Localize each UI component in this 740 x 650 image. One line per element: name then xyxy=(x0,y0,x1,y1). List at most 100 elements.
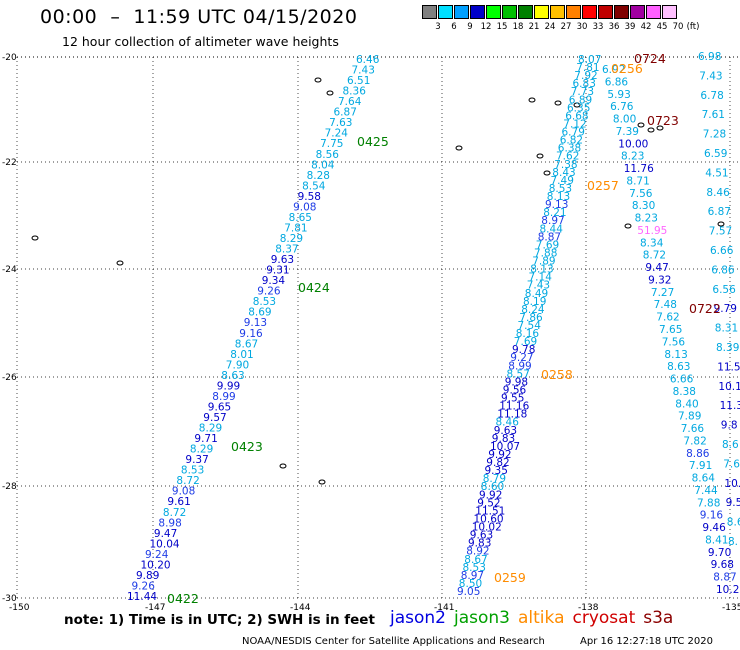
lat-label: -24 xyxy=(2,265,17,275)
swh-value-mid-track: 9.35 xyxy=(485,465,508,477)
colorbar-label: 6 xyxy=(451,22,457,32)
swh-value-west-track: 9.26 xyxy=(132,581,156,593)
legend-altika: altika xyxy=(518,608,565,628)
swh-value-mid-track: 8.92 xyxy=(466,546,489,558)
swh-value-altika-track: 7.56 xyxy=(662,336,686,348)
swh-value-mid-track: 9.98 xyxy=(505,376,528,388)
lat-label: -28 xyxy=(2,482,17,492)
swh-value-mid-track: 9.63 xyxy=(470,530,493,542)
swh-value-east-track: 6.78 xyxy=(700,90,723,102)
swh-value-mid-track: 6.38 xyxy=(558,143,581,155)
island xyxy=(318,479,326,485)
swh-value-mid-track: 8.13 xyxy=(547,191,570,203)
colorbar-label: 45 xyxy=(656,22,668,32)
swh-value-mid-track: 9.27 xyxy=(510,352,533,364)
colorbar-swatch xyxy=(598,5,613,19)
swh-value-west-track: 8.67 xyxy=(235,338,258,350)
swh-value-altika-track: 8.63 xyxy=(667,361,690,373)
swh-value-altika-track: 9.70 xyxy=(708,547,731,559)
swh-value-altika-track: 7.91 xyxy=(689,460,712,472)
swh-value-altika-track: 7.88 xyxy=(697,497,720,509)
swh-value-altika-track: 7.44 xyxy=(694,485,718,497)
colorbar-label: 15 xyxy=(496,22,508,32)
colorbar-swatch xyxy=(662,5,677,19)
colorbar-label: 70 xyxy=(672,22,684,32)
swh-value-west-track: 8.29 xyxy=(190,444,213,456)
colorbar-swatch xyxy=(534,5,549,19)
swh-value-west-track: 7.81 xyxy=(284,223,307,235)
pass-label: 0425 xyxy=(357,134,389,149)
swh-value-mid-track: 8.57 xyxy=(507,368,530,380)
swh-value-mid-track: 8.21 xyxy=(543,207,566,219)
island xyxy=(116,260,124,266)
swh-value-west-track: 10.20 xyxy=(141,559,171,571)
swh-value-east-track: 11.3 xyxy=(720,400,740,412)
swh-value-mid-track: 8.19 xyxy=(523,296,546,308)
swh-value-east-track: 8.31 xyxy=(715,323,738,335)
island xyxy=(543,170,551,176)
swh-value-altika-track: 11.76 xyxy=(624,163,654,175)
swh-value-east-track: 7.6 xyxy=(723,458,740,470)
swh-value-east-track: 10.14 xyxy=(718,381,740,393)
swh-value-altika-track: 8.00 xyxy=(613,114,636,126)
island xyxy=(573,102,581,108)
swh-value-altika-track: 8.64 xyxy=(692,473,716,485)
swh-value-west-track: 9.37 xyxy=(185,454,208,466)
swh-value-mid-track: 8.50 xyxy=(459,578,482,590)
lat-label: -22 xyxy=(2,158,17,168)
colorbar-swatch xyxy=(646,5,661,19)
swh-value-west-track: 8.01 xyxy=(230,349,253,361)
pass-label: 0723 xyxy=(647,113,679,128)
swh-value-mid-track: 9.83 xyxy=(492,433,515,445)
swh-value-mid-track: 9.78 xyxy=(512,344,535,356)
lon-label: -144 xyxy=(290,603,311,610)
swh-value-west-track: 8.98 xyxy=(158,517,181,529)
legend-s3a: s3a xyxy=(643,608,674,628)
swh-value-mid-track: 8.24 xyxy=(521,304,545,316)
pass-label: 0423 xyxy=(231,439,263,454)
swh-value-altika-track: 6.86 xyxy=(605,76,629,88)
swh-value-west-track: 7.64 xyxy=(338,96,362,108)
swh-value-mid-track: 6.79 xyxy=(562,127,585,139)
swh-value-east-track: 8.46 xyxy=(706,187,730,199)
swh-value-altika-track: 9.16 xyxy=(700,510,724,522)
island xyxy=(656,125,664,131)
island xyxy=(624,223,632,229)
swh-value-altika-track: 10.00 xyxy=(618,138,648,150)
colorbar-swatch xyxy=(502,5,517,19)
swh-value-altika-track: 8.38 xyxy=(673,386,696,398)
colorbar-swatch xyxy=(486,5,501,19)
swh-value-mid-track: 9.56 xyxy=(503,385,527,397)
swh-value-altika-track: 7.62 xyxy=(656,312,679,324)
island xyxy=(536,153,544,159)
swh-value-altika-track: 7.48 xyxy=(654,299,677,311)
credit-line: NOAA/NESDIS Center for Satellite Applica… xyxy=(242,636,545,647)
swh-value-west-track: 8.72 xyxy=(163,507,186,519)
swh-value-mid-track: 8.07 xyxy=(578,54,601,66)
swh-value-altika-track: 8.30 xyxy=(632,200,655,212)
swh-value-mid-track: 7.38 xyxy=(554,159,577,171)
colorbar-unit: (ft) xyxy=(686,22,700,32)
swh-value-east-track: 11.52 xyxy=(717,361,740,373)
swh-value-altika-track: 9.68 xyxy=(711,559,734,571)
lon-label: -150 xyxy=(9,603,30,610)
legend-jason2: jason2 xyxy=(390,608,446,628)
swh-value-west-track: 9.57 xyxy=(203,412,226,424)
swh-value-altika-track: 9.47 xyxy=(645,262,668,274)
swh-value-east-track: 8.6 xyxy=(722,439,739,451)
wave-height-map: -20 -22 -24 -26 -28 -30-150 -147 -144 -141 -138 -1… xyxy=(2,51,740,610)
swh-value-mid-track: 8.53 xyxy=(463,562,486,574)
credit-timestamp: Apr 16 12:27:18 UTC 2020 xyxy=(580,636,713,647)
swh-value-altika-track: 8.23 xyxy=(635,213,658,225)
pass-label: 0424 xyxy=(298,280,330,295)
swh-value-mid-track: 8.97 xyxy=(541,215,564,227)
lon-label: -138 xyxy=(578,603,599,610)
swh-value-west-track: 9.89 xyxy=(136,570,159,582)
swh-value-altika-track: 7.56 xyxy=(629,188,653,200)
footer-note: note: 1) Time is in UTC; 2) SWH is in fe… xyxy=(64,612,375,628)
swh-value-west-track: 6.51 xyxy=(347,75,370,87)
swh-value-west-track: 9.47 xyxy=(154,528,177,540)
swh-value-west-track: 8.53 xyxy=(253,296,276,308)
island xyxy=(326,90,334,96)
swh-value-altika-track: 8.23 xyxy=(621,151,644,163)
